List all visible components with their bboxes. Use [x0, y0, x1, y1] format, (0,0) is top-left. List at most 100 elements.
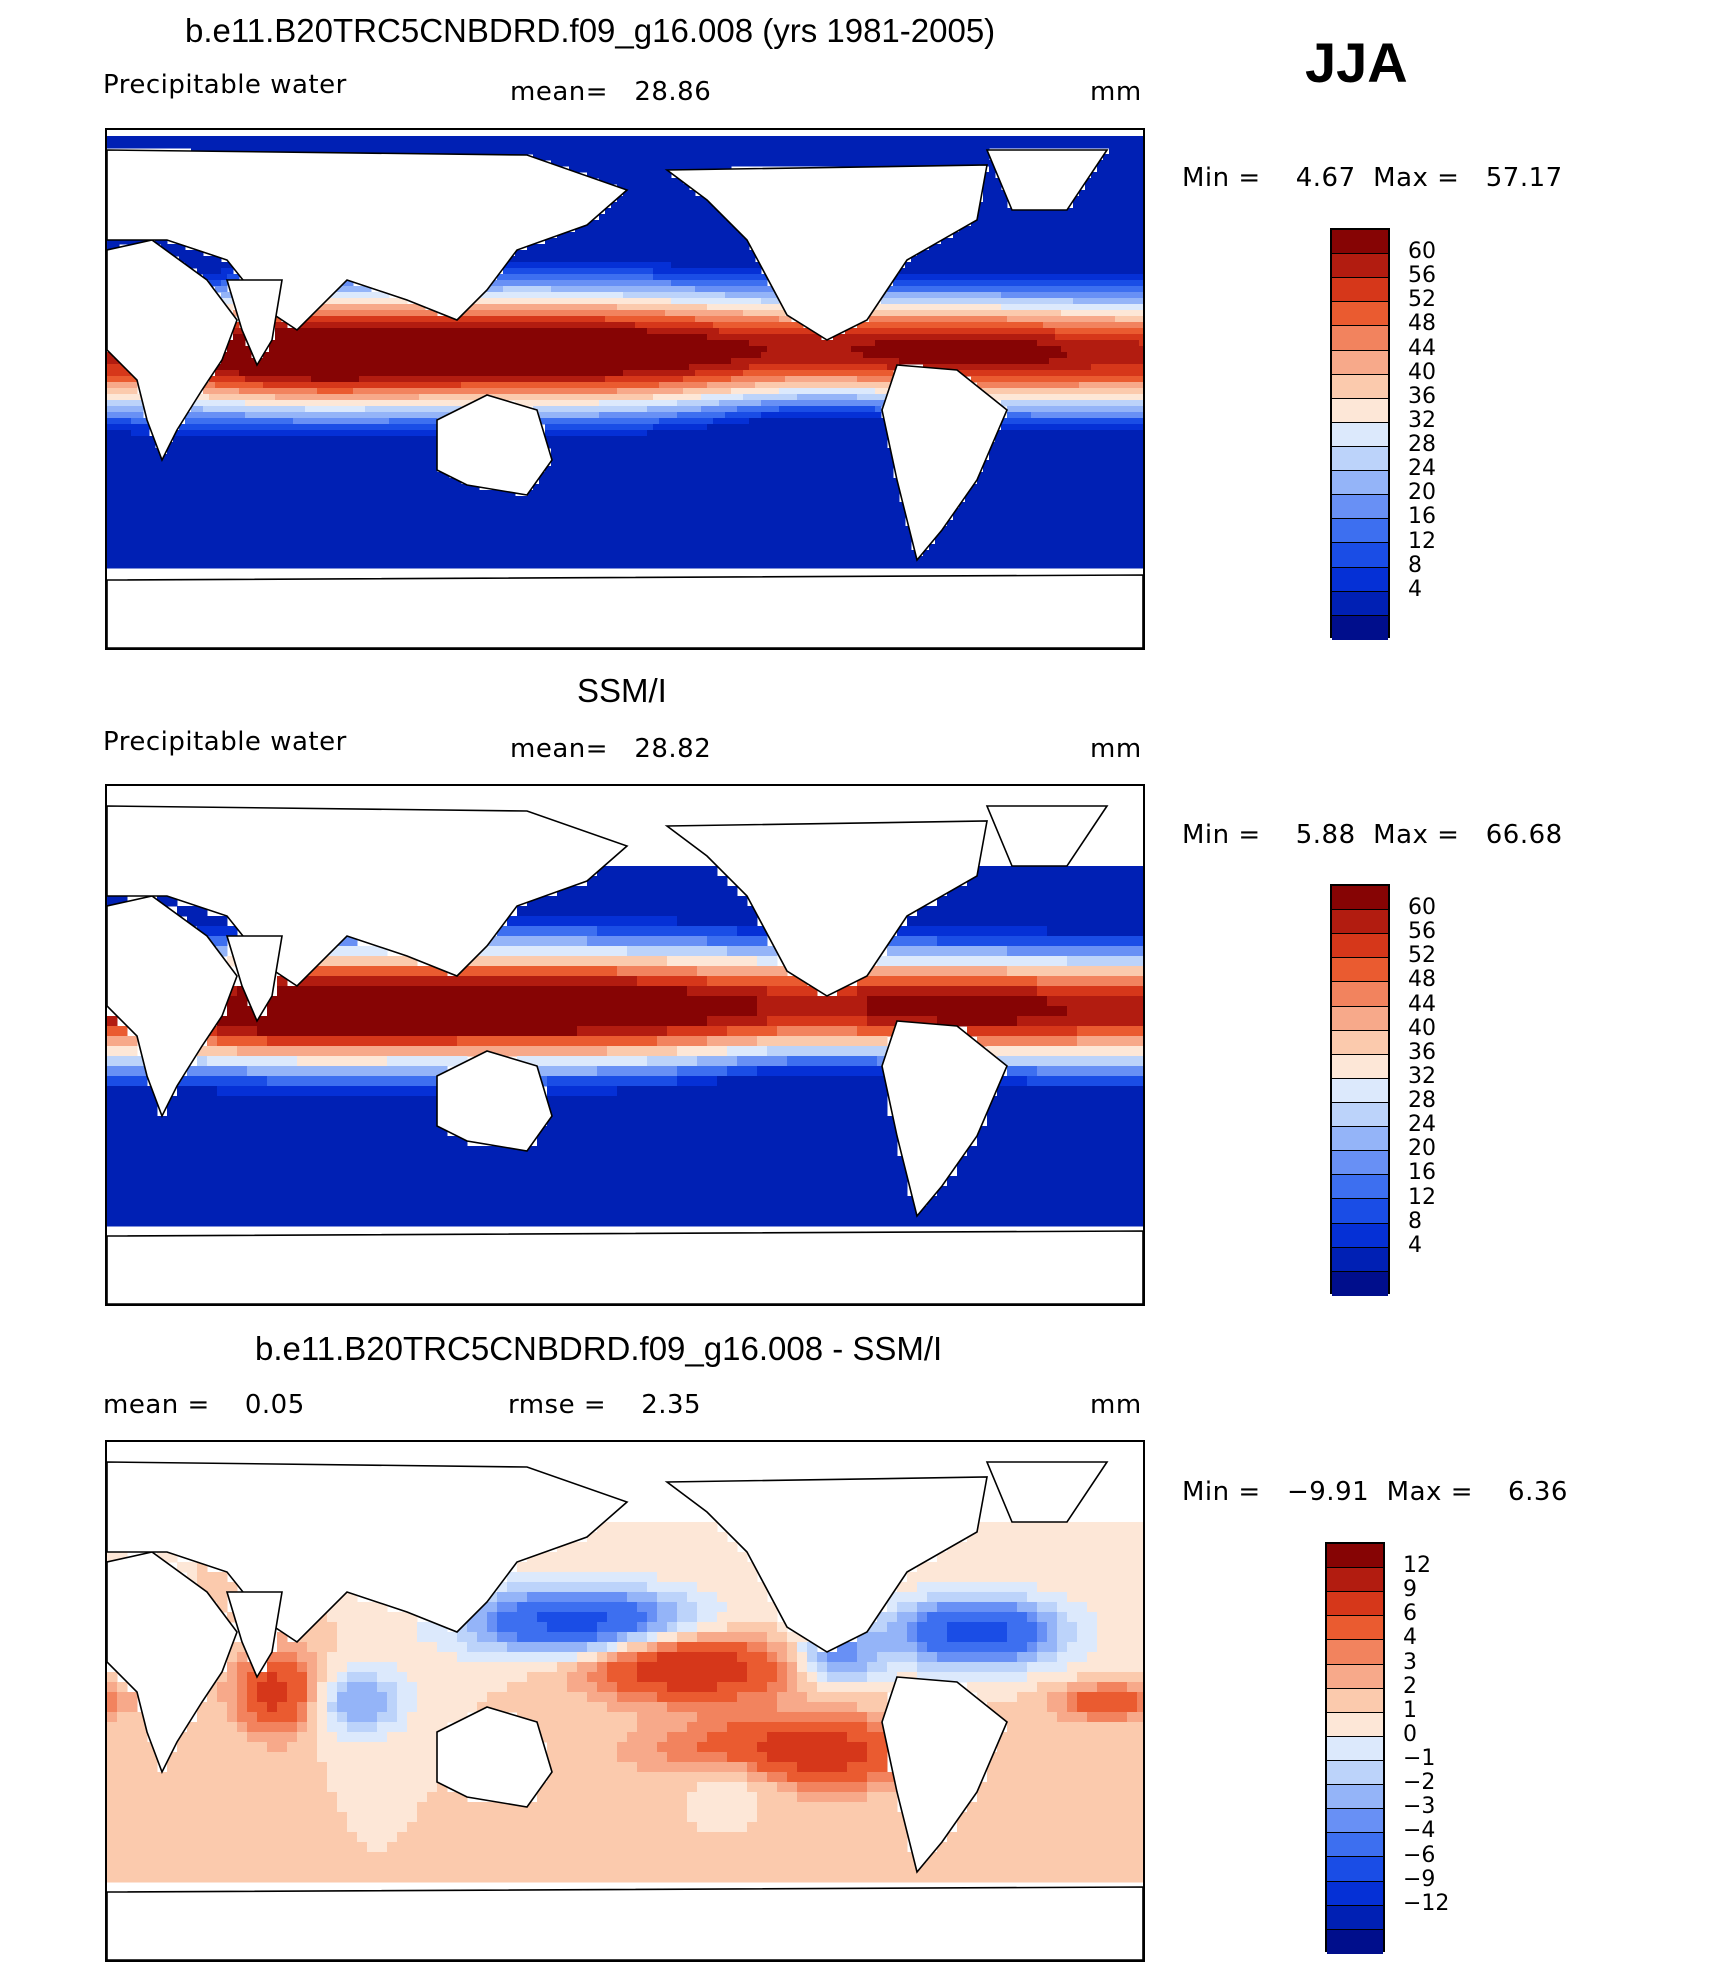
field-cell [995, 286, 1002, 293]
field-cell [947, 142, 954, 149]
field-cell [209, 406, 216, 413]
field-cell [719, 340, 726, 347]
field-cell [1067, 208, 1074, 215]
field-cell [647, 382, 654, 389]
field-cell [1031, 304, 1038, 311]
field-cell [887, 136, 894, 143]
field-cell [809, 400, 816, 407]
field-cell [983, 304, 990, 311]
field-cell [281, 340, 288, 347]
field-cell [281, 142, 288, 149]
field-cell [545, 154, 552, 161]
field-cell [917, 292, 924, 299]
field-cell [929, 274, 936, 281]
field-cell [719, 244, 726, 251]
field-cell [701, 196, 708, 203]
field-cell [755, 292, 762, 299]
field-cell [821, 358, 828, 365]
field-cell [1127, 238, 1134, 245]
field-cell [503, 382, 510, 389]
field-cell [911, 262, 918, 269]
field-cell [767, 340, 774, 347]
field-cell [233, 394, 240, 401]
field-cell [1097, 286, 1104, 293]
field-cell [1019, 406, 1026, 413]
field-cell [1109, 304, 1116, 311]
field-cell [623, 142, 630, 149]
field-cell [347, 370, 354, 377]
field-cell [1037, 352, 1044, 359]
field-cell [761, 400, 768, 407]
field-cell [809, 148, 816, 155]
field-cell [1097, 376, 1104, 383]
field-cell [587, 346, 594, 353]
field-cell [713, 286, 720, 293]
field-cell [737, 286, 744, 293]
field-cell [983, 232, 990, 239]
field-cell [239, 346, 246, 353]
field-cell [617, 280, 624, 287]
field-cell [785, 352, 792, 359]
field-cell [599, 340, 606, 347]
field-cell [1073, 334, 1080, 341]
field-cell [299, 328, 306, 335]
field-cell [113, 358, 120, 365]
field-cell [743, 316, 750, 323]
field-cell [845, 388, 852, 395]
field-cell [623, 178, 630, 185]
field-cell [245, 370, 252, 377]
field-cell [875, 370, 882, 377]
field-cell [899, 340, 906, 347]
field-cell [725, 244, 732, 251]
field-cell [491, 370, 498, 377]
field-cell [581, 166, 588, 173]
field-cell [785, 322, 792, 329]
field-cell [359, 346, 366, 353]
field-cell [1115, 148, 1122, 155]
field-cell [569, 244, 576, 251]
field-cell [995, 364, 1002, 371]
field-cell [1079, 292, 1086, 299]
field-cell [863, 406, 870, 413]
field-cell [1133, 142, 1140, 149]
field-cell [605, 406, 612, 413]
field-cell [1103, 142, 1110, 149]
field-cell [833, 142, 840, 149]
field-cell [323, 364, 330, 371]
field-cell [701, 376, 708, 383]
field-cell [527, 328, 534, 335]
field-cell [737, 310, 744, 317]
field-cell [605, 292, 612, 299]
field-cell [989, 316, 996, 323]
field-cell [995, 208, 1002, 215]
field-cell [941, 256, 948, 263]
field-cell [1007, 268, 1014, 275]
field-cell [611, 340, 618, 347]
field-cell [1073, 328, 1080, 335]
field-cell [407, 136, 414, 143]
field-cell [1133, 364, 1140, 371]
field-cell [1109, 280, 1116, 287]
field-cell [395, 328, 402, 335]
field-cell [137, 238, 144, 245]
field-cell [305, 412, 312, 419]
field-cell [635, 370, 642, 377]
field-cell [569, 136, 576, 143]
field-cell [1133, 352, 1140, 359]
field-cell [515, 328, 522, 335]
field-cell [365, 358, 372, 365]
field-cell [1055, 274, 1062, 281]
field-cell [653, 178, 660, 185]
field-cell [971, 292, 978, 299]
field-cell [389, 400, 396, 407]
field-cell [983, 358, 990, 365]
field-cell [1115, 406, 1122, 413]
field-cell [695, 298, 702, 305]
field-cell [1037, 238, 1044, 245]
field-cell [827, 412, 834, 419]
field-cell [737, 412, 744, 419]
field-cell [1061, 292, 1068, 299]
field-cell [551, 400, 558, 407]
field-cell [899, 142, 906, 149]
field-cell [335, 382, 342, 389]
